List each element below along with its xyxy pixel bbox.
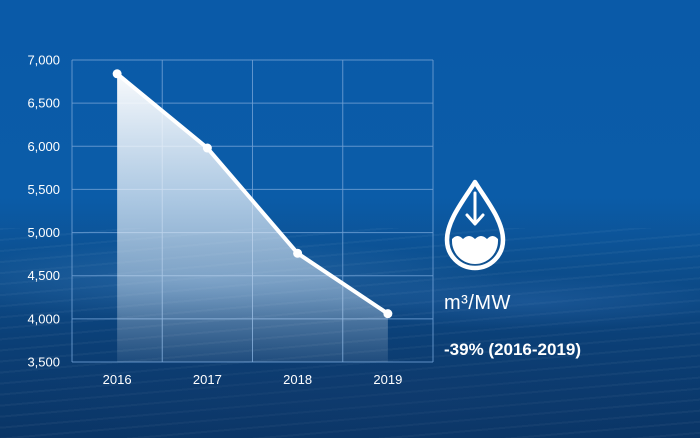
unit-label: m³/MW xyxy=(444,292,511,314)
x-axis-ticks: 2016 2017 2018 2019 xyxy=(103,372,403,387)
y-tick-label: 4,000 xyxy=(27,311,60,326)
chart-area-layer xyxy=(117,73,388,362)
y-tick-label: 5,000 xyxy=(27,225,60,240)
x-tick-label: 2016 xyxy=(103,372,132,387)
y-tick-label: 6,500 xyxy=(27,96,60,111)
y-tick-label: 6,000 xyxy=(27,139,60,154)
data-point xyxy=(293,248,303,258)
data-point xyxy=(383,309,393,319)
change-label: -39% (2016-2019) xyxy=(444,340,582,359)
data-point xyxy=(202,143,212,153)
series-area xyxy=(117,73,388,362)
data-point xyxy=(112,69,122,79)
x-tick-label: 2018 xyxy=(283,372,312,387)
x-tick-label: 2019 xyxy=(373,372,402,387)
water-drop-down-arrow-icon xyxy=(444,179,506,271)
chart-line-layer xyxy=(112,69,393,319)
series-line xyxy=(115,71,390,316)
y-tick-label: 3,500 xyxy=(27,355,60,370)
y-tick-label: 7,000 xyxy=(27,53,60,68)
y-tick-label: 5,500 xyxy=(27,182,60,197)
y-axis-ticks: 7,000 6,500 6,000 5,500 5,000 4,500 4,000 3,500 xyxy=(27,53,60,370)
x-tick-label: 2017 xyxy=(193,372,222,387)
y-tick-label: 4,500 xyxy=(27,268,60,283)
